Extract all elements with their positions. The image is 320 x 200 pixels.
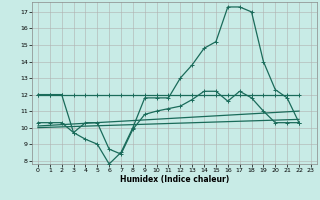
X-axis label: Humidex (Indice chaleur): Humidex (Indice chaleur) xyxy=(120,175,229,184)
